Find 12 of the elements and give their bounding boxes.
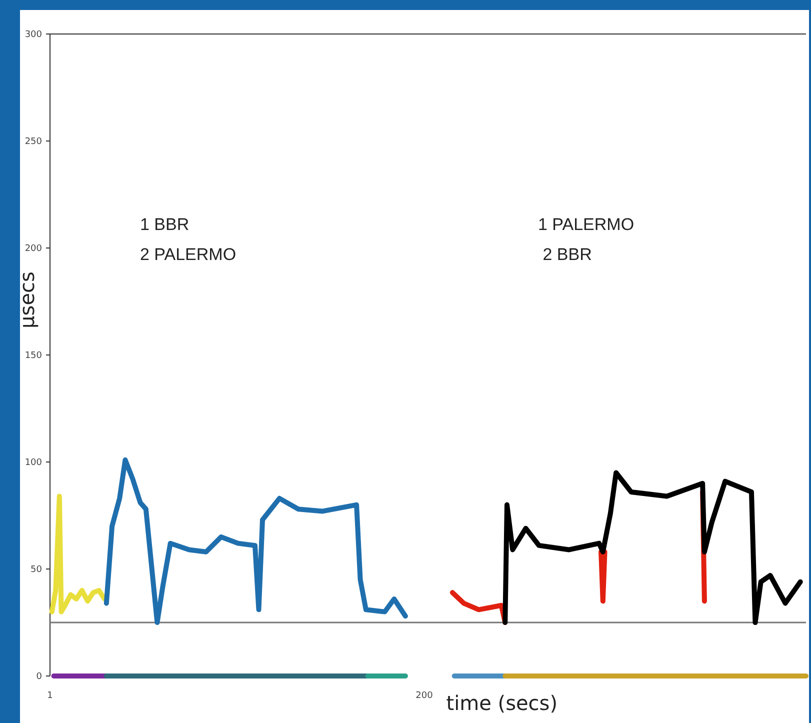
x-axis-title: time (secs) (446, 691, 558, 715)
y-tick-label: 50 (30, 565, 42, 576)
x-tick-label: 1 (47, 691, 53, 701)
y-axis-title: µsecs (15, 272, 39, 328)
y-tick-label: 150 (24, 351, 42, 362)
annotation: 1 PALERMO 2 BBR (538, 215, 634, 264)
annotation: 1 BBR 2 PALERMO (140, 215, 236, 264)
y-tick-label: 0 (36, 672, 42, 682)
y-tick-label: 200 (24, 244, 42, 254)
y-tick-label: 250 (24, 137, 42, 148)
y-tick-label: 300 (24, 30, 42, 40)
y-tick-label: 100 (24, 458, 42, 468)
